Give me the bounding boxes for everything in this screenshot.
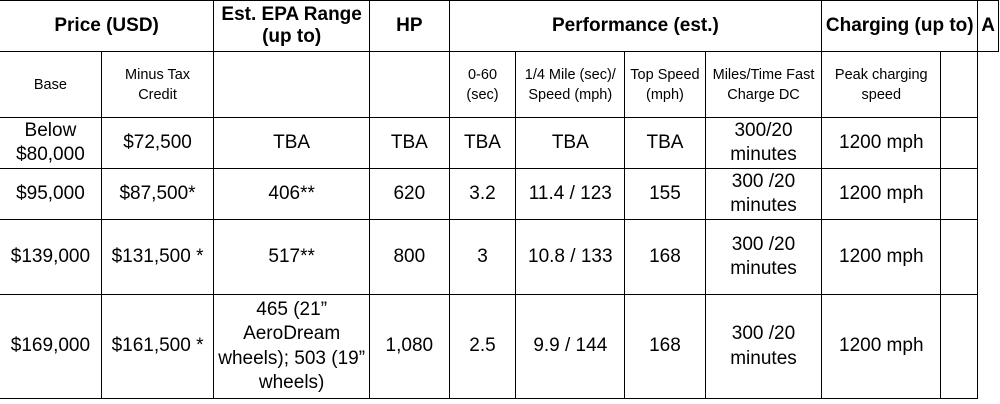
miles-time-cell: 300/20 minutes (704, 117, 823, 169)
range-cell: 465 (21” AeroDream wheels); 503 (19” whe… (213, 294, 371, 399)
minus-tax-cell: $161,500 * (100, 294, 215, 399)
truncated-subheader (940, 51, 979, 118)
base-price-cell: $169,000 (0, 294, 102, 399)
hp-cell: TBA (369, 117, 450, 169)
peak-speed-cell: 1200 mph (821, 168, 942, 220)
hp-group-header: HP (369, 0, 450, 52)
miles-time-subheader: Miles/Time Fast Charge DC (704, 51, 823, 118)
peak-speed-cell: 1200 mph (821, 117, 942, 169)
range-cell: TBA (213, 117, 371, 169)
range-cell: 406** (213, 168, 371, 220)
top-speed-cell: 168 (624, 294, 706, 399)
minus-tax-cell: $131,500 * (100, 219, 215, 295)
hp-cell: 1,080 (369, 294, 450, 399)
zero-sixty-cell: 3.2 (448, 168, 517, 220)
zero-sixty-cell: 3 (448, 219, 517, 295)
range-cell: 517** (213, 219, 371, 295)
quarter-mile-cell: 11.4 / 123 (515, 168, 626, 220)
peak-speed-cell: 1200 mph (821, 219, 942, 295)
peak-speed-cell: 1200 mph (821, 294, 942, 399)
peak-speed-subheader: Peak charging speed (821, 51, 942, 118)
subheader-row: Base Minus Tax Credit 0-60 (sec) 1/4 Mil… (0, 51, 999, 118)
base-price-cell: $95,000 (0, 168, 102, 220)
top-speed-subheader: Top Speed (mph) (624, 51, 706, 118)
range-subheader-empty (213, 51, 371, 118)
truncated-group-header: A (977, 0, 999, 52)
table-row: Below $80,000 $72,500 TBA TBA TBA TBA TB… (0, 117, 999, 169)
group-header-row: Price (USD) Est. EPA Range (up to) HP Pe… (0, 0, 999, 52)
truncated-cell (940, 168, 979, 220)
charging-group-header: Charging (up to) (821, 0, 979, 52)
zero-sixty-cell: 2.5 (448, 294, 517, 399)
price-group-header: Price (USD) (0, 0, 215, 52)
truncated-cell (940, 294, 979, 399)
quarter-mile-cell: 10.8 / 133 (515, 219, 626, 295)
quarter-mile-cell: 9.9 / 144 (515, 294, 626, 399)
top-speed-cell: 155 (624, 168, 706, 220)
top-speed-cell: TBA (624, 117, 706, 169)
base-price-cell: $139,000 (0, 219, 102, 295)
performance-group-header: Performance (est.) (448, 0, 823, 52)
minus-tax-subheader: Minus Tax Credit (100, 51, 215, 118)
miles-time-cell: 300 /20 minutes (704, 168, 823, 220)
zero-sixty-cell: TBA (448, 117, 517, 169)
table-row: $169,000 $161,500 * 465 (21” AeroDream w… (0, 294, 999, 399)
top-speed-cell: 168 (624, 219, 706, 295)
hp-cell: 800 (369, 219, 450, 295)
range-group-header: Est. EPA Range (up to) (213, 0, 371, 52)
base-subheader: Base (0, 51, 102, 118)
hp-subheader-empty (369, 51, 450, 118)
quarter-mile-subheader: 1/4 Mile (sec)/ Speed (mph) (515, 51, 626, 118)
base-price-cell: Below $80,000 (0, 117, 102, 169)
miles-time-cell: 300 /20 minutes (704, 219, 823, 295)
hp-cell: 620 (369, 168, 450, 220)
truncated-cell (940, 219, 979, 295)
minus-tax-cell: $87,500* (100, 168, 215, 220)
truncated-cell (940, 117, 979, 169)
minus-tax-cell: $72,500 (100, 117, 215, 169)
zero-sixty-subheader: 0-60 (sec) (448, 51, 517, 118)
quarter-mile-cell: TBA (515, 117, 626, 169)
table-row: $95,000 $87,500* 406** 620 3.2 11.4 / 12… (0, 168, 999, 220)
miles-time-cell: 300 /20 minutes (704, 294, 823, 399)
table-row: $139,000 $131,500 * 517** 800 3 10.8 / 1… (0, 219, 999, 295)
